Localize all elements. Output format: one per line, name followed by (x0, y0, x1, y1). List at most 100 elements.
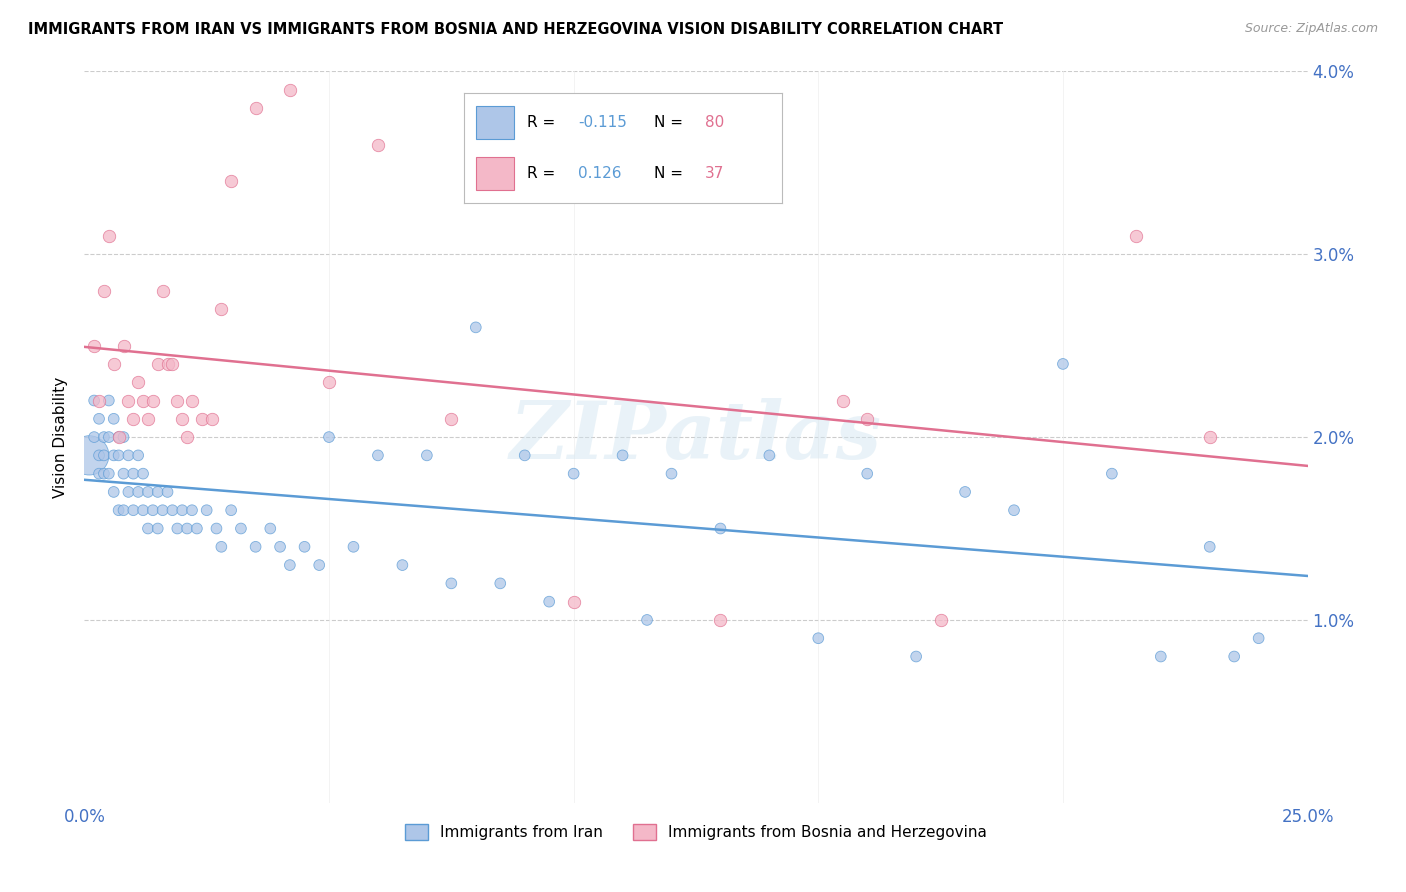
Point (219, 503, 242, 517)
Point (209, 302, 232, 317)
Point (1052, 357, 1074, 371)
Point (146, 485, 169, 500)
Point (97, 393, 120, 408)
Point (308, 558, 330, 573)
Point (142, 503, 165, 517)
Point (1247, 632, 1270, 646)
Point (464, 320, 486, 334)
Point (112, 430, 135, 444)
Point (166, 521, 188, 535)
Point (259, 521, 281, 535)
Point (416, 449, 439, 463)
Point (156, 485, 179, 500)
Point (127, 449, 149, 463)
Point (562, 467, 585, 481)
Point (87, 412, 110, 426)
Point (83, 430, 105, 444)
Point (440, 412, 463, 426)
Point (112, 467, 135, 481)
Point (83, 338, 105, 352)
Point (107, 430, 129, 444)
Point (87, 449, 110, 463)
Point (103, 357, 125, 371)
Point (219, 174, 242, 188)
Point (294, 540, 316, 554)
Point (117, 485, 139, 500)
Point (245, 101, 267, 115)
Point (132, 467, 155, 481)
Text: Source: ZipAtlas.com: Source: ZipAtlas.com (1244, 22, 1378, 36)
Point (107, 430, 129, 444)
Point (831, 393, 853, 408)
Point (176, 430, 198, 444)
Point (132, 503, 155, 517)
Text: ZIPatlas: ZIPatlas (510, 399, 882, 475)
Point (229, 521, 252, 535)
Point (103, 449, 125, 463)
Point (112, 338, 135, 352)
Point (200, 412, 222, 426)
Point (205, 521, 228, 535)
Point (209, 540, 232, 554)
Y-axis label: Vision Disability: Vision Disability (53, 376, 69, 498)
Point (136, 485, 159, 500)
Point (1198, 540, 1220, 554)
Point (83, 393, 105, 408)
Point (245, 540, 267, 554)
Point (136, 412, 159, 426)
Point (112, 503, 135, 517)
Point (367, 449, 389, 463)
Point (278, 83, 301, 97)
Point (191, 412, 214, 426)
Point (152, 503, 174, 517)
Point (166, 393, 188, 408)
Point (146, 357, 169, 371)
Legend: Immigrants from Iran, Immigrants from Bosnia and Herzegovina: Immigrants from Iran, Immigrants from Bo… (398, 818, 994, 847)
Point (93, 467, 115, 481)
Point (278, 558, 301, 573)
Point (136, 521, 159, 535)
Point (107, 449, 129, 463)
Point (132, 393, 155, 408)
Point (195, 503, 218, 517)
Point (538, 595, 561, 609)
Point (929, 613, 952, 627)
Point (156, 357, 179, 371)
Point (107, 503, 129, 517)
Point (489, 576, 512, 591)
Point (127, 485, 149, 500)
Point (152, 284, 174, 298)
Point (440, 576, 463, 591)
Point (97, 430, 120, 444)
Point (146, 521, 169, 535)
Point (513, 449, 536, 463)
Point (905, 649, 928, 664)
Point (636, 613, 658, 627)
Point (1223, 649, 1246, 664)
Point (97, 229, 120, 244)
Point (758, 449, 780, 463)
Point (1125, 229, 1147, 244)
Point (93, 449, 115, 463)
Point (269, 540, 291, 554)
Point (97, 467, 120, 481)
Point (1198, 430, 1220, 444)
Point (172, 412, 194, 426)
Point (93, 284, 115, 298)
Point (1101, 467, 1123, 481)
Point (122, 412, 145, 426)
Point (117, 393, 139, 408)
Point (709, 613, 731, 627)
Point (142, 393, 165, 408)
Point (162, 503, 184, 517)
Point (162, 357, 184, 371)
Point (807, 632, 830, 646)
Point (103, 485, 125, 500)
Point (318, 376, 340, 390)
Point (93, 430, 115, 444)
Point (562, 595, 585, 609)
Point (342, 540, 364, 554)
Point (77, 449, 100, 463)
Point (186, 521, 208, 535)
Point (661, 467, 683, 481)
